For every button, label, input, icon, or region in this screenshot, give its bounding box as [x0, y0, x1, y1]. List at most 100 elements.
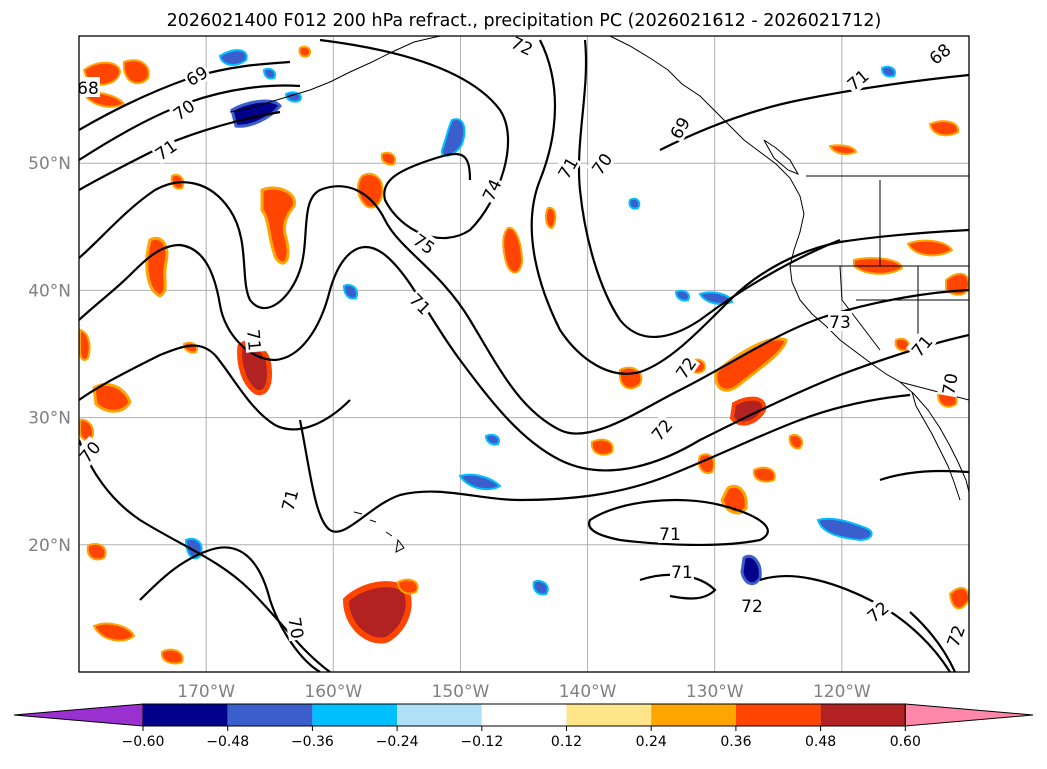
map-background	[79, 36, 969, 672]
contour-line	[298, 393, 911, 533]
border-us-mexico	[899, 381, 969, 401]
precip-area	[298, 45, 312, 58]
colorbar-tick-label: −0.24	[376, 734, 419, 750]
colorbar-tick-label: −0.12	[460, 734, 503, 750]
lon-tick-label: 170°W	[177, 682, 235, 702]
contour-label-bg	[645, 413, 677, 445]
contour-label: 70	[939, 372, 962, 397]
colorbar-segment	[651, 704, 736, 726]
lon-tick-label: 160°W	[304, 682, 362, 702]
colorbar-tick-label: 0.48	[805, 734, 836, 750]
precip-area	[396, 578, 419, 595]
colorbar-tick-label: −0.60	[122, 734, 165, 750]
colorbar-tick-label: 0.60	[890, 734, 921, 750]
coastline-baja	[911, 391, 961, 501]
precip-area	[380, 151, 396, 166]
contour-label-bg	[586, 147, 617, 179]
precip-area	[122, 59, 150, 85]
lon-tick-label: 150°W	[432, 682, 490, 702]
contour-label: 70	[283, 616, 306, 641]
map-frame	[78, 35, 970, 673]
precip-area	[92, 383, 132, 413]
contour-label-bg	[476, 174, 506, 205]
precip-area	[740, 554, 762, 586]
contour-label: 71	[659, 525, 681, 545]
precip-area	[618, 366, 643, 390]
contour-label-bg	[409, 228, 441, 259]
contour-line	[879, 469, 969, 482]
vancouver-island	[763, 139, 800, 175]
contour-line	[79, 243, 969, 472]
contour-label-bg	[923, 37, 955, 69]
lon-tick-label: 120°W	[813, 682, 871, 702]
precip-area	[532, 580, 549, 596]
lon-tick-label: 130°W	[686, 682, 744, 702]
coastline-west-us	[789, 213, 969, 493]
contour-label-bg	[181, 60, 212, 90]
contour-label-bg	[276, 485, 302, 514]
contour-label: 73	[829, 313, 851, 333]
precip-area	[484, 433, 500, 446]
coastline-alaska-panhandle	[609, 36, 805, 215]
precip-area	[698, 291, 734, 305]
precip-area	[502, 226, 524, 274]
contour-label-bg	[828, 311, 852, 331]
refractivity-contours	[79, 38, 969, 672]
latitude-labels: 50°N 40°N 30°N 20°N	[28, 154, 71, 556]
contour-line	[319, 38, 510, 240]
contour-line	[759, 574, 951, 672]
coastline-alaska	[229, 36, 441, 113]
precip-area	[260, 186, 296, 265]
contour-label-bg	[285, 614, 309, 642]
precip-area	[590, 438, 614, 456]
contour-label-bg	[552, 152, 582, 183]
contour-label-bg	[243, 327, 267, 353]
contour-label-bg	[167, 94, 199, 125]
precip-area	[928, 120, 960, 137]
contour-line	[639, 573, 717, 600]
colorbar-segment	[735, 704, 821, 726]
colorbar-extend-min	[13, 703, 144, 727]
precip-area	[342, 581, 412, 644]
contour-line	[909, 611, 957, 672]
precip-area	[788, 434, 804, 450]
contour-line	[79, 181, 969, 435]
coastlines	[229, 36, 969, 553]
contour-label-bg	[664, 112, 694, 143]
precip-area	[752, 466, 776, 483]
precip-area	[145, 236, 169, 298]
precip-area	[880, 65, 896, 78]
contour-label: 71	[242, 328, 264, 351]
chart-title: 2026021400 F012 200 hPa refract., precip…	[167, 11, 882, 31]
lon-tick-label: 140°W	[559, 682, 617, 702]
colorbar-frame	[142, 703, 906, 727]
colorbar-segment	[227, 704, 313, 726]
colorbar-tick-label: −0.48	[206, 734, 249, 750]
hawaii-islands	[353, 511, 405, 553]
contour-label-bg	[937, 370, 961, 398]
precip-area	[628, 197, 641, 210]
precip-area	[342, 284, 358, 300]
contour-label-bg	[670, 351, 701, 383]
contour-label: 72	[741, 597, 763, 617]
precip-area	[828, 144, 858, 155]
contour-label-bg	[658, 523, 682, 543]
precip-area	[816, 517, 873, 542]
precip-area	[906, 239, 954, 257]
colorbar-tick-label: 0.36	[720, 734, 751, 750]
contour-label-bg	[507, 36, 538, 60]
contour-label: 68	[77, 79, 99, 99]
precip-area	[92, 622, 136, 642]
precip-area	[674, 289, 690, 302]
colorbar-segment	[481, 704, 567, 726]
colorbar-tick-label: 0.24	[636, 734, 667, 750]
colorbar-segment	[820, 704, 906, 726]
colorbar-extend-max	[904, 703, 1034, 727]
contour-label-bg	[905, 329, 937, 361]
contour-label-bg	[941, 620, 969, 651]
colorbar-segment	[397, 704, 482, 726]
contour-line	[577, 39, 841, 338]
